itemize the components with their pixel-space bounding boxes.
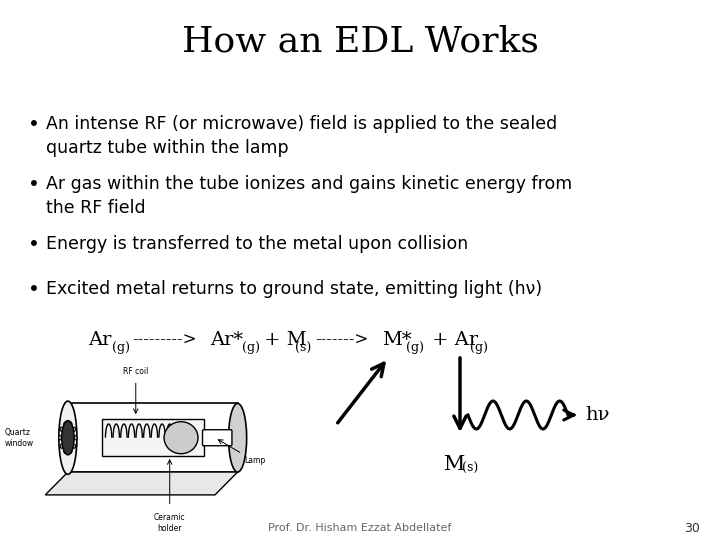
- Text: •: •: [28, 235, 40, 254]
- Text: •: •: [28, 115, 40, 134]
- Text: (g): (g): [112, 341, 130, 354]
- Ellipse shape: [72, 427, 76, 431]
- Text: Ar: Ar: [88, 331, 112, 349]
- Text: ------->: ------->: [315, 332, 369, 348]
- Text: Ceramic
holder: Ceramic holder: [154, 513, 186, 534]
- Text: (g): (g): [242, 341, 260, 354]
- Text: An intense RF (or microwave) field is applied to the sealed
quartz tube within t: An intense RF (or microwave) field is ap…: [46, 115, 557, 157]
- Text: Lamp: Lamp: [244, 456, 266, 465]
- Text: •: •: [28, 280, 40, 299]
- Ellipse shape: [72, 444, 76, 448]
- Text: M: M: [444, 455, 465, 474]
- Ellipse shape: [64, 449, 67, 454]
- Text: hν: hν: [585, 406, 610, 424]
- Polygon shape: [45, 472, 238, 495]
- Ellipse shape: [59, 401, 77, 474]
- Ellipse shape: [60, 427, 63, 431]
- Text: Ar gas within the tube ionizes and gains kinetic energy from
the RF field: Ar gas within the tube ionizes and gains…: [46, 175, 572, 217]
- Text: How an EDL Works: How an EDL Works: [181, 25, 539, 59]
- Text: (g): (g): [470, 341, 488, 354]
- Text: •: •: [28, 175, 40, 194]
- Text: Quartz
window: Quartz window: [4, 428, 34, 448]
- Text: Excited metal returns to ground state, emitting light (hν): Excited metal returns to ground state, e…: [46, 280, 542, 298]
- Ellipse shape: [62, 421, 74, 455]
- Text: (s): (s): [295, 341, 311, 354]
- Polygon shape: [102, 420, 204, 456]
- Ellipse shape: [228, 403, 247, 472]
- Ellipse shape: [68, 449, 72, 454]
- Ellipse shape: [58, 436, 62, 440]
- Text: + Ar: + Ar: [432, 331, 478, 349]
- Ellipse shape: [60, 444, 63, 448]
- Text: 30: 30: [684, 522, 700, 535]
- Ellipse shape: [64, 422, 67, 426]
- Ellipse shape: [73, 436, 77, 440]
- Text: (g): (g): [406, 341, 424, 354]
- FancyBboxPatch shape: [202, 430, 232, 446]
- Text: --------->: --------->: [132, 332, 197, 348]
- Text: M*: M*: [382, 331, 412, 349]
- Ellipse shape: [68, 422, 72, 426]
- Text: (s): (s): [462, 462, 478, 475]
- Text: + M: + M: [264, 331, 307, 349]
- Text: Prof. Dr. Hisham Ezzat Abdellatef: Prof. Dr. Hisham Ezzat Abdellatef: [269, 523, 451, 533]
- Ellipse shape: [164, 422, 198, 454]
- Polygon shape: [68, 403, 238, 472]
- Text: Energy is transferred to the metal upon collision: Energy is transferred to the metal upon …: [46, 235, 468, 253]
- Text: Ar*: Ar*: [210, 331, 243, 349]
- Text: RF coil: RF coil: [123, 367, 148, 376]
